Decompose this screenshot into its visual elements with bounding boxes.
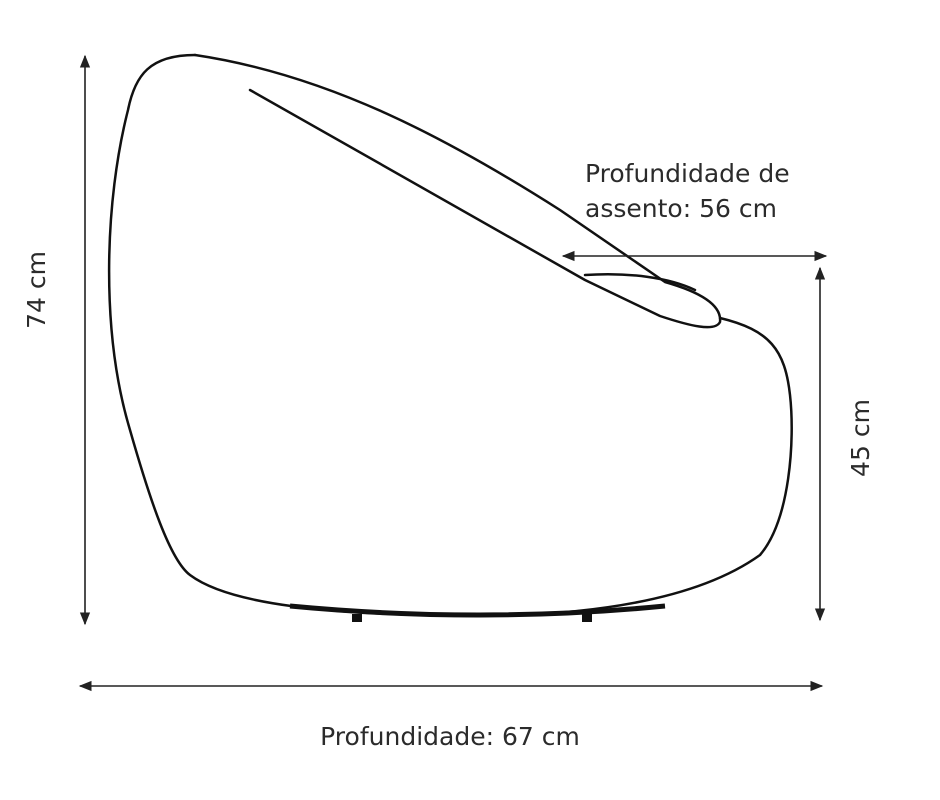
chair-body — [107, 53, 793, 618]
seat-height-label: 45 cm — [846, 399, 875, 477]
seat-depth-label: Profundidade de — [585, 159, 790, 188]
seat-cushion — [583, 272, 697, 292]
chair — [107, 53, 793, 622]
depth-label: Profundidade: 67 cm — [320, 722, 580, 751]
seat-depth-label: assento: 56 cm — [585, 194, 777, 223]
chair-back — [193, 53, 722, 329]
chair-base — [289, 603, 666, 618]
height-label: 74 cm — [22, 251, 51, 329]
foot — [352, 614, 362, 622]
foot — [582, 614, 592, 622]
